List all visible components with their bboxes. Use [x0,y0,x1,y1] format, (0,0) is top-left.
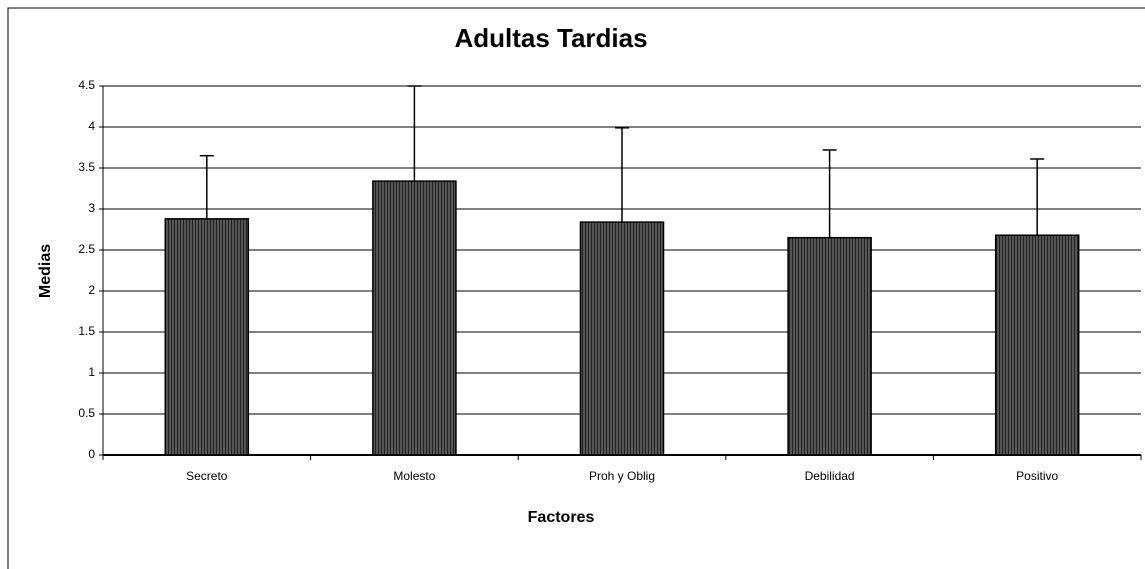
chart-title: Adultas Tardias [454,23,647,53]
y-tick-label: 4 [88,119,95,133]
y-tick-label: 2.5 [78,242,95,256]
y-tick-label: 1 [88,365,95,379]
y-tick-label: 2 [88,283,95,297]
y-tick-label: 3.5 [78,160,95,174]
y-tick-label: 0.5 [78,406,95,420]
bar [994,234,1080,456]
bar [579,221,665,456]
bar [372,180,457,456]
bar [164,218,250,456]
x-tick-label: Debilidad [805,469,855,483]
x-tick-label: Molesto [393,469,435,483]
x-tick-label: Proh y Oblig [589,469,655,483]
bar [787,236,872,456]
x-tick-label: Secreto [186,469,228,483]
y-tick-label: 1.5 [78,324,95,338]
y-tick-label: 4.5 [78,78,95,92]
y-axis-label: Medias [37,244,54,298]
x-axis-label: Factores [528,509,595,526]
y-tick-label: 3 [88,201,95,215]
y-tick-label: 0 [88,447,95,461]
x-tick-label: Positivo [1016,469,1058,483]
